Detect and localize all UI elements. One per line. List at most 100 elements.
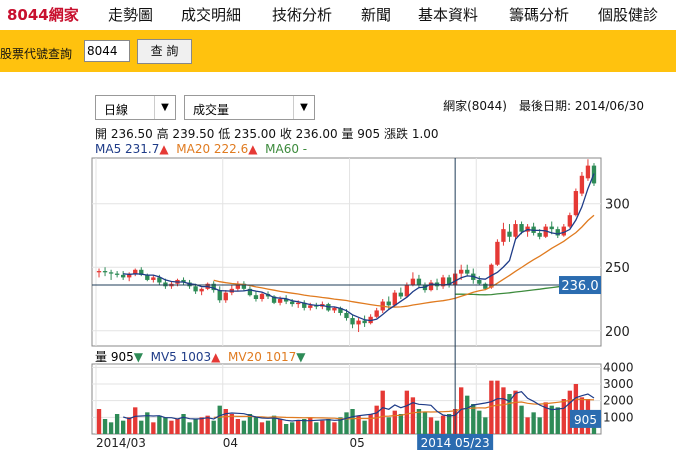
candle-body	[241, 283, 247, 289]
nav-item-diagnosis[interactable]: 個股健診	[598, 6, 659, 24]
candle-body	[151, 277, 156, 280]
candle-body	[290, 301, 295, 305]
candle-body	[271, 296, 277, 303]
volume-bar	[102, 419, 108, 434]
candle-body	[477, 279, 482, 284]
candle-body	[513, 224, 518, 237]
mv20-value: MV20 1017	[228, 350, 297, 364]
period-select[interactable]: 日線 ▼	[95, 95, 176, 120]
volume-tick-label: 2000	[603, 394, 634, 408]
volume-bar	[495, 380, 500, 434]
volume-bar	[338, 417, 343, 434]
volume-bar	[181, 414, 186, 434]
volume-bar	[368, 414, 373, 434]
candle-body	[519, 224, 524, 232]
nav-item-trend[interactable]: 走勢圖	[108, 6, 154, 24]
price-tick-label: 250	[605, 261, 630, 276]
candle-body	[410, 278, 416, 286]
candle-body	[338, 307, 343, 313]
volume-bar	[446, 414, 452, 434]
volume-tick-label: 3000	[603, 377, 634, 391]
candle-body	[404, 285, 410, 297]
crosshair-price-box	[559, 276, 601, 295]
nav-item-technical[interactable]: 技術分析	[272, 6, 333, 24]
volume-bar	[283, 424, 289, 434]
dropdown-arrow-icon: ▼	[293, 96, 314, 119]
volume-bar	[416, 409, 422, 434]
volume-bar	[223, 409, 228, 434]
volume-bar	[320, 420, 325, 434]
nav-item-news[interactable]: 新聞	[361, 6, 392, 24]
volume-bar	[362, 420, 367, 434]
crosshair-date-box	[417, 434, 494, 450]
volume-bar	[296, 420, 301, 434]
volume-bar	[398, 414, 403, 434]
nav-item-chips[interactable]: 籌碼分析	[509, 6, 570, 24]
candle-body	[543, 226, 548, 237]
ma60-value: MA60 -	[265, 142, 308, 156]
candle-body	[440, 277, 446, 287]
candle-body	[235, 283, 241, 289]
candle-body	[567, 215, 573, 227]
volume-bar	[471, 404, 476, 434]
search-button[interactable]: 查 詢	[137, 39, 192, 64]
volume-bar	[507, 394, 512, 434]
crosshair-price-label: 236.0	[561, 279, 598, 294]
volume-bar	[513, 390, 518, 434]
dropdown-arrow-icon: ▼	[154, 96, 175, 119]
volume-tick-label: 1000	[603, 410, 634, 424]
volume-bar	[350, 409, 355, 434]
volume-bar	[326, 419, 331, 434]
volume-bar	[235, 419, 241, 434]
stock-code-input[interactable]	[84, 40, 130, 62]
volume-bar	[404, 390, 410, 434]
nav-item-basic[interactable]: 基本資料	[418, 6, 479, 24]
mv20-line	[213, 398, 595, 420]
ma-legend: MA5 231.7▲ MA20 222.6▲ MA60 -	[95, 142, 307, 156]
nav-brand[interactable]: 8044網家	[7, 6, 79, 24]
nav-item-trades[interactable]: 成交明細	[181, 6, 242, 24]
volume-bar	[302, 419, 307, 434]
candle-body	[181, 279, 186, 283]
candle-body	[465, 269, 470, 274]
ma5-value: MA5 231.7	[95, 142, 160, 156]
volume-bar	[127, 417, 132, 434]
price-tick-label: 200	[605, 325, 630, 340]
indicator-select[interactable]: 成交量 ▼	[184, 95, 315, 120]
candle-body	[108, 272, 114, 274]
candle-body	[277, 299, 283, 303]
volume-bar	[151, 422, 156, 434]
candle-body	[549, 226, 554, 230]
volume-bar	[271, 415, 277, 434]
volume-bar	[217, 405, 222, 434]
candle-body	[302, 302, 307, 308]
volume-bar	[422, 412, 428, 434]
ma20-value: MA20 222.6	[176, 142, 249, 156]
candle-body	[96, 271, 102, 273]
candle-body	[386, 301, 391, 306]
ma20-line	[213, 214, 595, 308]
triangle-up-icon: ▲	[211, 350, 221, 364]
candle-body	[332, 307, 337, 311]
stock-info: 網家(8044) 最後日期: 2014/06/30	[443, 99, 644, 113]
candle-body	[537, 232, 542, 237]
triangle-down-icon: ▼	[133, 350, 143, 364]
volume-bar	[229, 414, 234, 434]
candle-body	[163, 282, 168, 287]
candle-body	[374, 310, 379, 317]
date-tick-label: 2014/03	[96, 436, 146, 450]
date-tick-label: 04	[223, 436, 238, 450]
candle-body	[217, 290, 222, 301]
volume-bar	[259, 422, 265, 434]
candle-body	[120, 274, 126, 278]
candle-body	[193, 286, 198, 292]
volume-bar	[290, 422, 295, 434]
candle-body	[259, 293, 265, 299]
volume-bar	[139, 420, 144, 434]
search-label: 股票代號查詢	[0, 47, 73, 61]
candle-body	[362, 320, 367, 324]
volume-value: 量 905	[95, 350, 134, 364]
candle-body	[579, 175, 585, 194]
candle-body	[585, 165, 591, 179]
